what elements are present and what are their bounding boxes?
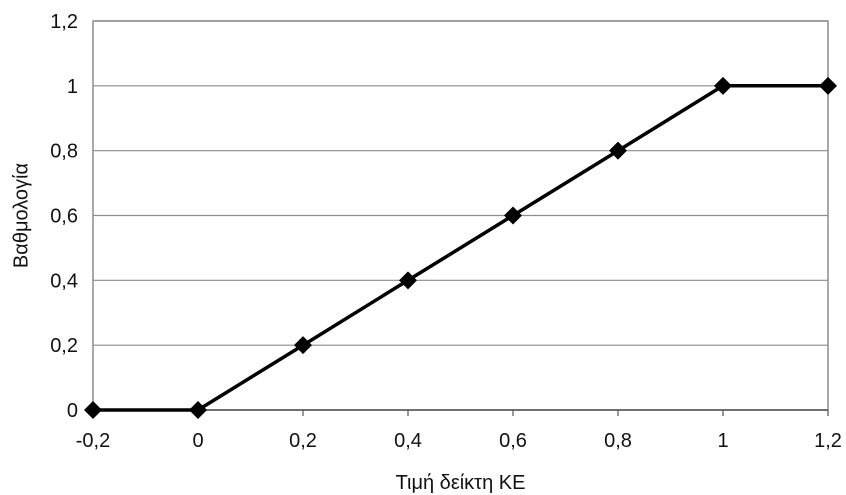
x-tick-label: -0,2 — [76, 430, 110, 452]
x-tick-label: 0 — [192, 430, 203, 452]
series-layer — [84, 76, 837, 419]
data-point-marker — [714, 76, 732, 95]
y-tick-label: 0 — [67, 400, 78, 422]
x-tick-label: 0,2 — [289, 430, 317, 452]
data-point-marker — [294, 336, 312, 355]
y-tick-label: 0,2 — [50, 335, 78, 357]
x-tick-label: 1,2 — [814, 430, 842, 452]
y-tick-label: 1,2 — [50, 11, 78, 33]
y-tick-label: 1 — [67, 76, 78, 98]
series-line — [93, 84, 828, 412]
data-point-marker — [504, 206, 522, 225]
x-tick-label: 0,8 — [604, 430, 632, 452]
y-tick-label: 0,4 — [50, 270, 78, 292]
grid-layer — [93, 20, 828, 346]
data-point-marker — [819, 76, 837, 95]
x-axis-title: Τιμή δείκτη ΚΕ — [396, 472, 526, 494]
y-tick-label: 0,6 — [50, 206, 78, 228]
data-point-marker — [399, 271, 417, 290]
data-point-marker — [84, 401, 102, 419]
data-point-marker — [609, 141, 627, 160]
x-tick-label: 1 — [717, 430, 728, 452]
tick-label-layer: 0 0,2 0,4 0,6 0,8 1 1,2 -0,2 0 0,2 0,4 0,6 0,8 1 1,2 — [50, 11, 842, 452]
x-tick-label: 0,4 — [394, 430, 422, 452]
x-tick-label: 0,6 — [499, 430, 527, 452]
data-point-marker — [189, 401, 207, 419]
y-tick-label: 0,8 — [50, 141, 78, 163]
y-axis-title: Βαθμολογία — [10, 163, 32, 268]
